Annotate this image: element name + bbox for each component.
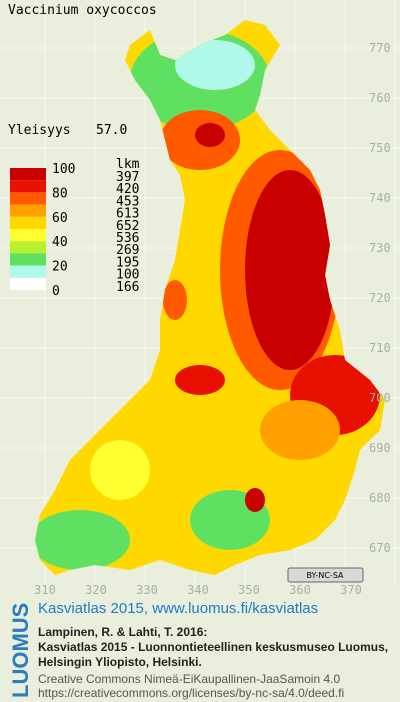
northing-label: 670 [369, 541, 391, 555]
license-line: https://creativecommons.org/licenses/by-… [38, 686, 344, 700]
northing-label: 750 [369, 141, 391, 155]
legend-swatch [10, 216, 46, 229]
citation-line: Kasviatlas 2015 - Luonnontieteellinen ke… [38, 640, 388, 654]
legend-class-label: 0 [52, 284, 60, 299]
license-badge-box [287, 567, 364, 583]
legend-count: 453 [116, 194, 139, 209]
license-badge: BY-NC-SA [306, 571, 344, 580]
legend-swatch [10, 192, 46, 205]
legend-class-label: 60 [52, 211, 68, 226]
species-title: Vaccinium oxycoccos [8, 3, 157, 18]
legend-swatch [10, 180, 46, 193]
logo: LUOMUS [8, 603, 33, 698]
legend-class-label: 100 [52, 162, 75, 177]
legend-swatch [10, 253, 46, 266]
legend-swatch [10, 241, 46, 254]
legend: 1008060402003974204536136525362691951001… [10, 162, 139, 299]
legend-swatch [10, 265, 46, 278]
count-header: lkm [116, 157, 140, 172]
easting-label: 310 [34, 583, 56, 597]
legend-class-label: 40 [52, 235, 68, 250]
northing-label: 760 [369, 91, 391, 105]
legend-count: 100 [116, 268, 139, 283]
northing-label: 740 [369, 191, 391, 205]
legend-swatch [10, 168, 46, 181]
northing-label: 730 [369, 241, 391, 255]
legend-count: 613 [116, 207, 139, 222]
legend-swatch [10, 277, 46, 290]
legend-count: 420 [116, 182, 139, 197]
legend-count: 652 [116, 219, 139, 234]
easting-label: 370 [340, 583, 362, 597]
license-line: Creative Commons Nimeä-EiKaupallinen-Jaa… [38, 672, 340, 686]
easting-label: 320 [85, 583, 107, 597]
distribution-map [35, 20, 385, 575]
citation-line: Lampinen, R. & Lahti, T. 2016: [38, 625, 207, 639]
easting-label: 340 [187, 583, 209, 597]
easting-label: 330 [136, 583, 158, 597]
frequency-label: Yleisyys [8, 123, 71, 138]
northing-label: 700 [369, 391, 391, 405]
legend-count: 166 [116, 280, 139, 295]
northing-label: 720 [369, 291, 391, 305]
easting-label: 350 [238, 583, 260, 597]
legend-class-label: 80 [52, 186, 68, 201]
northing-label: 770 [369, 41, 391, 55]
frequency-value: 57.0 [96, 123, 127, 138]
legend-swatch [10, 204, 46, 217]
legend-swatch [10, 229, 46, 242]
legend-count: 397 [116, 170, 139, 185]
legend-count: 536 [116, 231, 139, 246]
easting-label: 360 [289, 583, 311, 597]
citation-line: Helsingin Yliopisto, Helsinki. [38, 655, 202, 669]
legend-count: 195 [116, 255, 139, 270]
legend-class-label: 20 [52, 260, 68, 275]
northing-label: 710 [369, 341, 391, 355]
legend-count: 269 [116, 243, 139, 258]
northing-label: 680 [369, 491, 391, 505]
northing-label: 690 [369, 441, 391, 455]
headline: Kasviatlas 2015, www.luomus.fi/kasviatla… [38, 600, 318, 617]
